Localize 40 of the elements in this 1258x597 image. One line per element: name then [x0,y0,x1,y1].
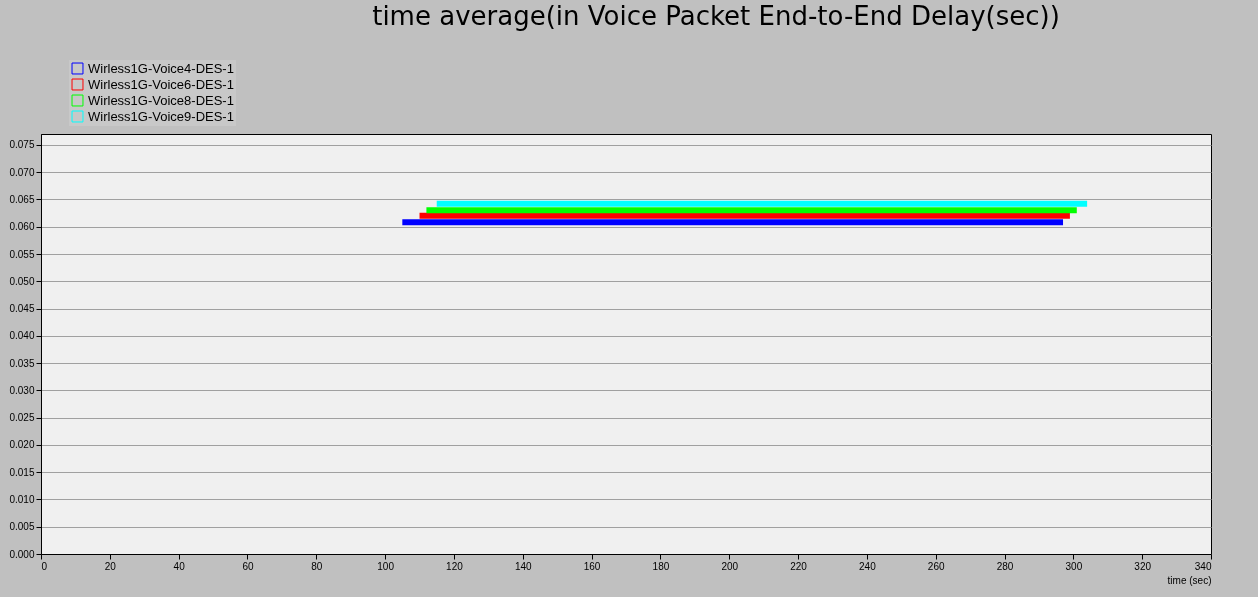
y-tick-label: 0.075 [9,139,35,151]
legend-label: Wirless1G-Voice8-DES-1 [88,92,234,108]
x-tick-label: 100 [377,560,395,572]
y-tick-label: 0.070 [9,166,35,178]
x-tick-label: 0 [41,560,48,572]
chart-title: time average(in Voice Packet End-to-End Delay(sec)) [372,1,1060,31]
y-tick-label: 0.045 [9,303,35,315]
legend-label: Wirless1G-Voice4-DES-1 [88,60,234,76]
y-tick-label: 0.015 [9,466,35,478]
y-tick-label: 0.030 [9,384,35,396]
x-tick-label: 200 [721,560,739,572]
x-tick-label: 320 [1134,560,1152,572]
x-tick-label: 260 [927,560,945,572]
legend-label: Wirless1G-Voice6-DES-1 [88,76,234,92]
x-tick-label: 240 [859,560,877,572]
x-tick-label: 120 [446,560,464,572]
y-tick-label: 0.035 [9,357,35,369]
x-tick-label: 80 [311,560,323,572]
x-tick-label: 60 [242,560,254,572]
y-tick-label: 0.040 [9,330,35,342]
x-axis-title: time (sec) [1167,574,1212,586]
x-tick-label: 20 [104,560,117,572]
x-tick-label: 140 [514,560,533,572]
y-tick-label: 0.025 [9,412,35,424]
legend-label: Wirless1G-Voice9-DES-1 [88,108,234,124]
y-tick-label: 0.020 [9,439,35,451]
y-tick-label: 0.055 [9,248,35,260]
x-tick-label: 40 [173,560,186,572]
y-tick-label: 0.050 [9,275,35,287]
y-tick-label: 0.005 [9,521,35,533]
y-tick-label: 0.060 [9,221,35,233]
y-tick-label: 0.010 [9,493,35,505]
x-tick-label: 180 [652,560,670,572]
x-tick-label: 340 [1194,560,1212,572]
x-tick-label: 280 [996,560,1014,572]
x-tick-label: 160 [583,560,601,572]
y-tick-label: 0.000 [9,548,35,560]
x-tick-label: 300 [1065,560,1083,572]
y-tick-label: 0.065 [9,193,35,205]
x-tick-label: 220 [790,560,808,572]
